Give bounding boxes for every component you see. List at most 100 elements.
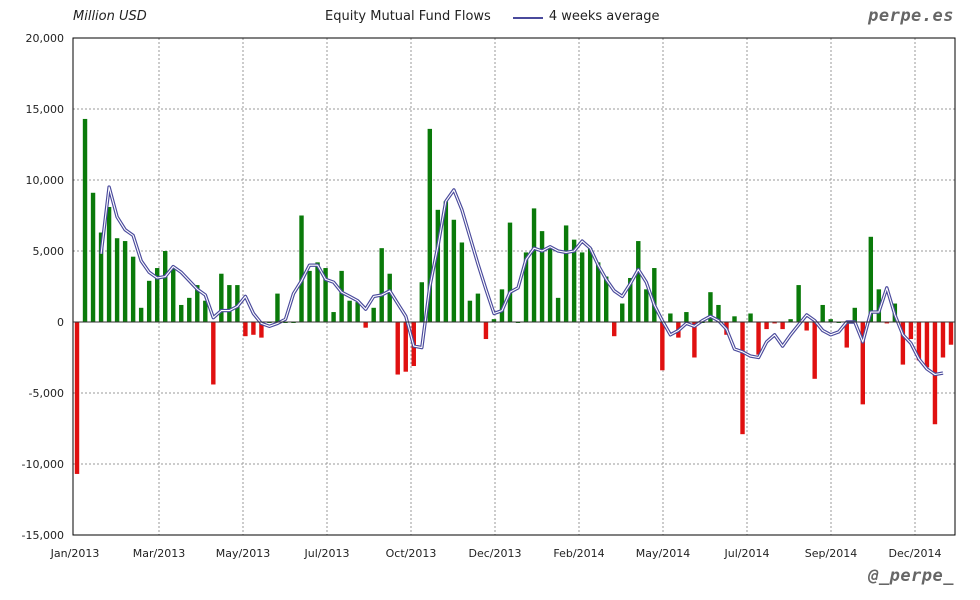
flow-bar (363, 322, 368, 328)
flow-bar (604, 276, 609, 322)
twitter-handle: @_perpe_ (868, 566, 954, 586)
brand-watermark: perpe.es (868, 6, 954, 26)
x-tick-label: Jul/2014 (724, 547, 770, 560)
flow-bar (828, 319, 833, 322)
flow-bar (154, 268, 160, 322)
flow-bars (74, 118, 954, 474)
flow-bar (203, 300, 208, 322)
flow-bar (106, 206, 112, 322)
flow-bar (876, 289, 882, 322)
flow-bar (612, 322, 617, 337)
flow-bar (708, 292, 713, 322)
flow-bar (251, 322, 256, 335)
average-line (99, 185, 944, 377)
flow-bar (179, 304, 184, 322)
flow-bar (483, 322, 489, 340)
flow-bar (299, 215, 304, 322)
legend-line-swatch (512, 16, 543, 19)
flow-bar (908, 322, 914, 340)
flow-bar (331, 312, 336, 322)
flow-bar (443, 201, 449, 322)
flow-bar (187, 297, 192, 322)
grid-lines (73, 38, 955, 535)
flow-bar (756, 322, 761, 355)
flow-bar (275, 293, 280, 322)
flow-bar (916, 322, 922, 361)
flow-bar (780, 322, 785, 330)
flow-bar (371, 307, 376, 322)
flow-bar (571, 239, 577, 322)
flow-bar (684, 312, 689, 322)
flow-bar (860, 322, 865, 405)
flow-bar (98, 232, 104, 322)
flow-bar (636, 241, 641, 322)
x-tick-label: Sep/2014 (805, 547, 857, 560)
x-tick-label: Dec/2013 (469, 547, 522, 560)
flow-bar (138, 307, 144, 322)
flow-bar (435, 209, 441, 322)
flow-bar (219, 273, 224, 322)
flow-bar (948, 322, 954, 345)
flow-bar (748, 313, 753, 322)
flow-bar (235, 285, 240, 322)
average-line-inner (100, 186, 944, 376)
flow-bar (347, 300, 352, 322)
flow-bar (788, 319, 793, 322)
y-tick-label: 10,000 (26, 174, 65, 187)
flow-bar (307, 270, 312, 322)
flow-bar (507, 222, 513, 322)
flow-bar (652, 268, 657, 322)
flow-bar (379, 248, 384, 322)
flow-bar (547, 248, 553, 322)
flow-bar (884, 322, 890, 324)
flow-bar (74, 322, 80, 474)
flow-bar (427, 128, 433, 322)
flow-bar (211, 322, 216, 385)
flow-bar (403, 322, 408, 372)
flow-bar (692, 322, 697, 358)
flow-bar (163, 251, 168, 322)
x-tick-label: May/2013 (216, 547, 270, 560)
flow-bar (587, 248, 593, 322)
flow-bar (668, 313, 673, 322)
flow-bar (595, 262, 601, 322)
flow-bar (114, 238, 120, 322)
flow-bar (315, 262, 320, 322)
y-tick-label: 5,000 (33, 245, 65, 258)
flow-bar (227, 285, 232, 322)
flow-bar (772, 322, 777, 324)
flow-bar (339, 270, 344, 322)
flow-bar (620, 303, 625, 322)
flow-bar (323, 268, 328, 322)
flow-bar (852, 307, 857, 322)
axes: 20,000 15,000 10,000 5,000 0 -5,000 -10,000 -15… (22, 32, 956, 560)
y-tick-label: 20,000 (26, 32, 65, 45)
flow-bar (740, 322, 745, 435)
legend: Equity Mutual Fund Flows 4 weeks average (325, 9, 660, 24)
legend-average-label: 4 weeks average (548, 9, 660, 24)
x-tick-label: Dec/2014 (889, 547, 942, 560)
flow-bar (900, 322, 906, 365)
flow-bar (387, 273, 392, 322)
flow-bar (555, 297, 561, 322)
flow-bar (644, 289, 649, 322)
flow-bar (82, 118, 88, 322)
flow-bar (660, 322, 665, 371)
x-tick-label: Jan/2013 (50, 547, 100, 560)
flow-bar (812, 322, 817, 379)
chart-title: Equity Mutual Fund Flows (325, 9, 491, 24)
flow-bar (355, 302, 360, 322)
flow-bar (940, 322, 946, 358)
x-tick-label: May/2014 (636, 547, 690, 560)
flow-bar (523, 252, 529, 322)
flow-bar (804, 322, 809, 331)
y-tick-label: 0 (57, 316, 64, 329)
flow-bar (475, 293, 481, 322)
flow-bar (844, 322, 849, 348)
flow-bar (130, 256, 136, 322)
flow-bar (419, 282, 424, 322)
flow-bar (796, 285, 801, 322)
y-tick-label: -15,000 (22, 529, 64, 542)
flow-bar (467, 300, 473, 322)
